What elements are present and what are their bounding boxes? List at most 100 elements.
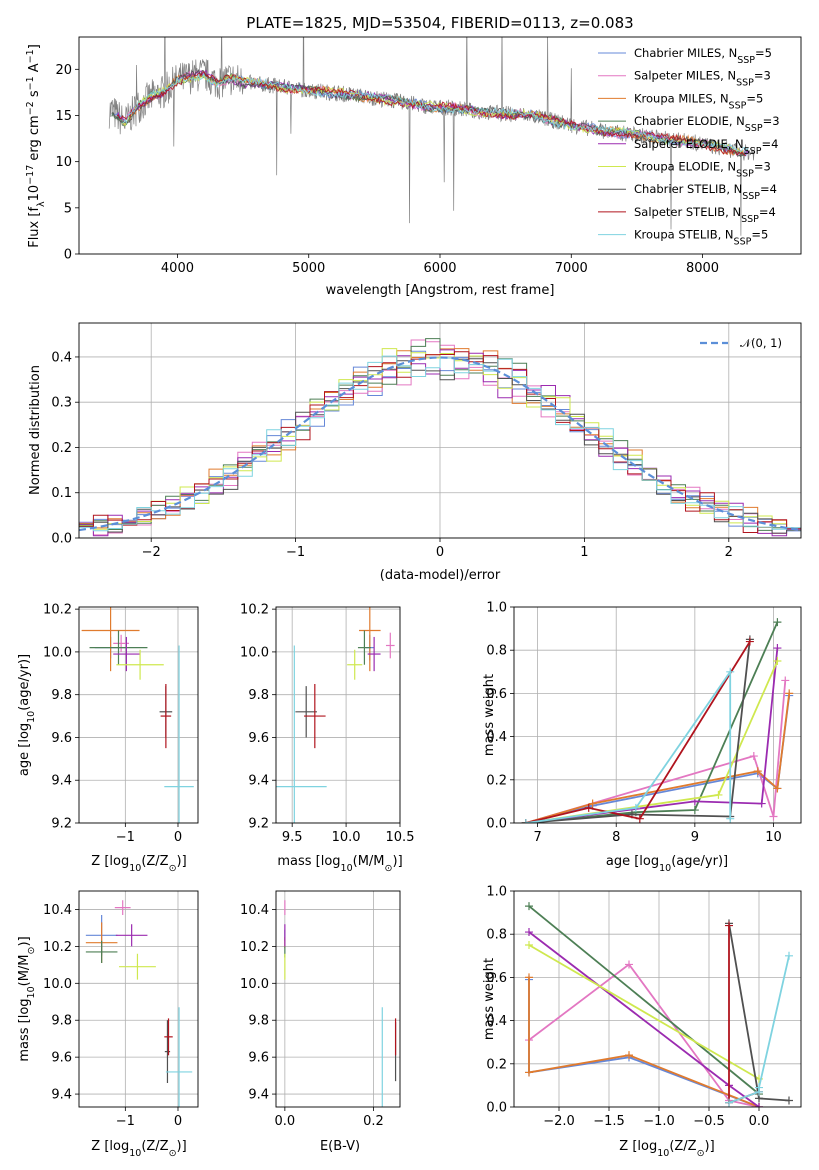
x-axis-label: age [log10(age/yr)]: [606, 854, 728, 874]
mass-weight-marker: [755, 1103, 763, 1107]
y-tick-label: 0.4: [486, 730, 507, 745]
y-tick-label: 9.8: [51, 1014, 72, 1029]
mass-weight-marker: [584, 803, 593, 812]
plot-area-1: [79, 323, 801, 538]
plot-area-4: [514, 607, 801, 823]
y-tick-label: 10.2: [240, 940, 269, 955]
mass-weight-marker: [785, 951, 793, 960]
mass-weight-line: [525, 641, 751, 823]
y-tick-label: 0.4: [486, 1014, 507, 1029]
y-tick-label: 10.2: [43, 940, 72, 955]
legend-label: Salpeter MILES, NSSP=3: [634, 69, 771, 89]
plot-area-0: [108, 37, 756, 236]
x-tick-label: 10.0: [332, 830, 361, 845]
x-tick-label: 8: [612, 830, 620, 845]
model-spectrum: [122, 72, 749, 152]
mass-weight-marker: [749, 752, 758, 761]
x-tick-label: 1: [580, 545, 588, 560]
mass-weight-marker: [726, 814, 735, 823]
axes-frame-1: [78, 322, 802, 539]
y-tick-label: 0.2: [486, 773, 507, 788]
mass-weight-marker: [745, 637, 754, 646]
mass-weight-marker: [725, 1098, 733, 1107]
x-tick-label: 9: [691, 830, 699, 845]
x-tick-label: 7: [533, 830, 541, 845]
axes-frame-5: [78, 890, 199, 1108]
y-tick-label: 0.6: [486, 971, 507, 986]
x-tick-label: −1.5: [593, 1114, 625, 1129]
y-tick-label: 9.2: [51, 817, 72, 832]
mass-weight-line: [528, 905, 760, 1095]
x-tick-label: 10: [765, 830, 782, 845]
y-axis-label: Normed distribution: [28, 365, 43, 495]
mass-weight-marker: [726, 667, 735, 676]
normal-curve: [79, 356, 801, 532]
y-tick-label: 0.8: [486, 928, 507, 943]
mass-weight-marker: [781, 676, 790, 685]
mass-weight-marker: [635, 814, 644, 823]
y-tick-label: 10.4: [240, 903, 269, 918]
y-tick-label: 9.4: [248, 774, 269, 789]
model-spectrum: [116, 71, 747, 157]
x-tick-label: 0.2: [363, 1114, 384, 1129]
y-tick-label: 1.0: [486, 601, 507, 616]
x-tick-label: 0.0: [749, 1114, 770, 1129]
mass-weight-marker: [690, 806, 699, 815]
x-tick-label: 0: [174, 1114, 182, 1129]
x-tick-label: −1: [116, 830, 135, 845]
mass-weight-marker: [588, 799, 597, 808]
y-tick-label: 10.0: [43, 645, 72, 660]
y-tick-label: 9.8: [51, 688, 72, 703]
y-tick-label: 0.3: [51, 396, 72, 411]
plot-area-3: [276, 607, 400, 823]
mass-weight-marker: [521, 819, 530, 823]
y-tick-label: 10.0: [240, 977, 269, 992]
y-axis-label: mass weight: [482, 674, 497, 756]
y-tick-label: 10.0: [240, 645, 269, 660]
mass-weight-marker: [525, 928, 533, 937]
mass-weight-line: [525, 639, 751, 823]
y-tick-label: 10.2: [43, 603, 72, 618]
y-tick-label: 0: [64, 248, 72, 263]
axes-frame-3: [275, 606, 401, 824]
y-tick-label: 9.6: [51, 1051, 72, 1066]
y-tick-label: 0.2: [486, 1057, 507, 1072]
y-tick-label: 9.4: [51, 774, 72, 789]
mass-weight-marker: [785, 689, 794, 698]
y-axis-label: mass weight: [482, 958, 497, 1040]
mass-weight-marker: [773, 784, 782, 793]
mass-weight-marker: [525, 1068, 533, 1077]
mass-weight-marker: [773, 618, 782, 627]
x-tick-label: 2: [725, 545, 733, 560]
mass-weight-marker: [525, 902, 533, 911]
mass-weight-marker: [773, 644, 782, 653]
plot-area-7: [514, 891, 801, 1107]
mass-weight-marker: [525, 973, 533, 982]
y-tick-label: 0.4: [51, 350, 72, 365]
mass-weight-line: [528, 979, 760, 1107]
x-tick-label: 6000: [423, 261, 456, 276]
x-axis-label: wavelength [Angstrom, rest frame]: [326, 283, 555, 298]
mass-weight-line: [525, 680, 787, 823]
y-tick-label: 10.2: [240, 603, 269, 618]
mass-weight-marker: [773, 657, 782, 665]
x-tick-label: 4000: [161, 261, 194, 276]
mass-weight-marker: [785, 1096, 793, 1105]
x-tick-label: 0: [436, 545, 444, 560]
x-tick-label: −2: [142, 545, 161, 560]
y-tick-label: 0.2: [51, 441, 72, 456]
x-tick-label: 8000: [686, 261, 719, 276]
mass-weight-marker: [755, 1083, 763, 1092]
x-tick-label: 5000: [292, 261, 325, 276]
mass-weight-marker: [753, 767, 762, 776]
legend-label: Chabrier STELIB, NSSP=4: [634, 182, 777, 202]
model-spectrum: [111, 69, 747, 158]
y-tick-label: 9.4: [51, 1088, 72, 1103]
y-tick-label: 0.0: [486, 817, 507, 832]
mass-weight-marker: [714, 790, 723, 799]
axes-frame-0: [78, 36, 802, 255]
mass-weight-line: [528, 931, 760, 1107]
x-axis-label: mass [log10(M/M⊙)]: [277, 854, 402, 874]
x-axis-label: E(B-V): [320, 1139, 360, 1154]
legend-label: Salpeter ELODIE, NSSP=4: [634, 137, 778, 157]
